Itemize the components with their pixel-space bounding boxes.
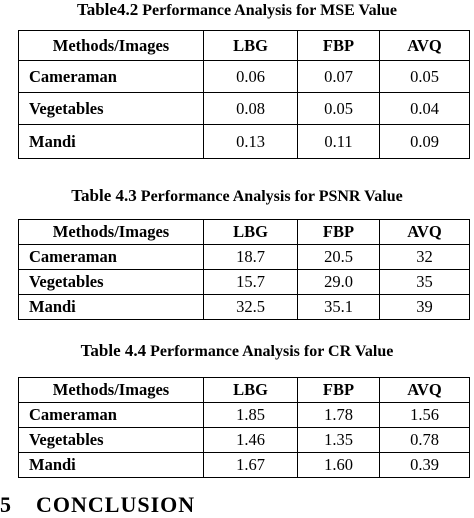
table-cell: 0.39 xyxy=(379,452,470,478)
caption-number: Table 4.3 xyxy=(71,186,137,205)
column-header: FBP xyxy=(297,30,380,61)
section-title: CONCLUSION xyxy=(36,492,196,517)
table-cell: 1.67 xyxy=(203,452,298,478)
table-cell: 18.7 xyxy=(203,244,298,270)
table-cell: 1.78 xyxy=(297,402,380,428)
table-cell: 1.35 xyxy=(297,427,380,453)
table-row: Cameraman 18.7 20.5 32 xyxy=(18,244,470,270)
table-cell: 0.11 xyxy=(297,124,380,159)
table-cell: 1.85 xyxy=(203,402,298,428)
row-label: Mandi xyxy=(18,452,204,478)
table-4-2-caption: Table4.2 Performance Analysis for MSE Va… xyxy=(0,0,474,21)
table-row: Vegetables 15.7 29.0 35 xyxy=(18,269,470,295)
row-label: Vegetables xyxy=(18,427,204,453)
column-header: LBG xyxy=(203,377,298,403)
table-cell: 0.08 xyxy=(203,92,298,125)
row-label: Cameraman xyxy=(18,60,204,93)
header-row: Methods/Images LBG FBP AVQ xyxy=(18,30,470,61)
table-cell: 29.0 xyxy=(297,269,380,295)
caption-number: Table4.2 xyxy=(76,0,139,19)
cr-table: Methods/Images LBG FBP AVQ Cameraman 1.8… xyxy=(18,377,470,478)
column-header: Methods/Images xyxy=(18,30,204,61)
table-cell: 0.09 xyxy=(379,124,470,159)
column-header: AVQ xyxy=(379,219,470,245)
table-cell: 0.04 xyxy=(379,92,470,125)
mse-table: Methods/Images LBG FBP AVQ Cameraman 0.0… xyxy=(18,30,470,159)
table-cell: 32.5 xyxy=(203,294,298,320)
table-row: Cameraman 0.06 0.07 0.05 xyxy=(18,60,470,93)
row-label: Cameraman xyxy=(18,244,204,270)
row-label: Cameraman xyxy=(18,402,204,428)
table-cell: 0.13 xyxy=(203,124,298,159)
table-row: Mandi 0.13 0.11 0.09 xyxy=(18,124,470,159)
table-cell: 15.7 xyxy=(203,269,298,295)
caption-text: Performance Analysis for PSNR Value xyxy=(136,188,403,205)
column-header: FBP xyxy=(297,219,380,245)
column-header: LBG xyxy=(203,30,298,61)
column-header: FBP xyxy=(297,377,380,403)
caption-text: Performance Analysis for MSE Value xyxy=(138,2,398,19)
table-cell: 0.06 xyxy=(203,60,298,93)
table-cell: 35 xyxy=(379,269,470,295)
column-header: Methods/Images xyxy=(18,377,204,403)
table-row: Mandi 32.5 35.1 39 xyxy=(18,294,470,320)
table-cell: 32 xyxy=(379,244,470,270)
table-cell: 1.60 xyxy=(297,452,380,478)
column-header: Methods/Images xyxy=(18,219,204,245)
table-cell: 35.1 xyxy=(297,294,380,320)
header-row: Methods/Images LBG FBP AVQ xyxy=(18,219,470,245)
row-label: Mandi xyxy=(18,294,204,320)
table-row: Mandi 1.67 1.60 0.39 xyxy=(18,452,470,478)
table-cell: 20.5 xyxy=(297,244,380,270)
table-cell: 0.78 xyxy=(379,427,470,453)
row-label: Vegetables xyxy=(18,269,204,295)
column-header: LBG xyxy=(203,219,298,245)
table-cell: 0.05 xyxy=(297,92,380,125)
table-cell: 0.05 xyxy=(379,60,470,93)
caption-number: Table 4.4 xyxy=(80,341,147,360)
table-row: Vegetables 0.08 0.05 0.04 xyxy=(18,92,470,125)
table-cell: 1.46 xyxy=(203,427,298,453)
column-header: AVQ xyxy=(379,377,470,403)
table-cell: 39 xyxy=(379,294,470,320)
table-row: Cameraman 1.85 1.78 1.56 xyxy=(18,402,470,428)
section-heading: 5 CONCLUSION xyxy=(0,492,195,518)
row-label: Mandi xyxy=(18,124,204,159)
row-label: Vegetables xyxy=(18,92,204,125)
psnr-table: Methods/Images LBG FBP AVQ Cameraman 18.… xyxy=(18,219,470,320)
table-4-3-caption: Table 4.3 Performance Analysis for PSNR … xyxy=(0,186,474,207)
caption-text: Performance Analysis for CR Value xyxy=(146,343,394,360)
column-header: AVQ xyxy=(379,30,470,61)
table-cell: 0.07 xyxy=(297,60,380,93)
table-4-4-caption: Table 4.4 Performance Analysis for CR Va… xyxy=(0,341,474,362)
table-cell: 1.56 xyxy=(379,402,470,428)
table-row: Vegetables 1.46 1.35 0.78 xyxy=(18,427,470,453)
section-number: 5 xyxy=(0,492,12,517)
header-row: Methods/Images LBG FBP AVQ xyxy=(18,377,470,403)
